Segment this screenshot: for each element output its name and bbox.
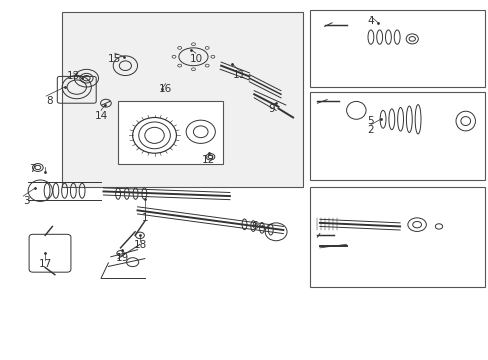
- Text: 9: 9: [267, 104, 274, 113]
- Text: 12: 12: [201, 156, 214, 165]
- Bar: [309, 10, 484, 87]
- Text: 19: 19: [115, 253, 128, 263]
- Text: 16: 16: [159, 84, 172, 94]
- Text: 11: 11: [233, 69, 246, 80]
- Text: 2: 2: [367, 125, 373, 135]
- Text: 3: 3: [23, 197, 30, 206]
- Text: 13: 13: [66, 71, 80, 81]
- Bar: [309, 93, 484, 180]
- Text: 1: 1: [141, 212, 148, 222]
- Text: 14: 14: [94, 111, 107, 121]
- Text: 5: 5: [367, 116, 373, 126]
- Text: 10: 10: [189, 54, 202, 64]
- Text: 6: 6: [250, 221, 257, 231]
- Text: 18: 18: [133, 240, 146, 250]
- Bar: [309, 187, 484, 287]
- Text: 8: 8: [46, 96, 53, 107]
- Text: 4: 4: [367, 16, 373, 26]
- Bar: [118, 102, 222, 164]
- Text: 17: 17: [39, 259, 52, 269]
- Bar: [62, 12, 302, 187]
- Text: 15: 15: [108, 54, 121, 64]
- Text: 7: 7: [30, 164, 36, 174]
